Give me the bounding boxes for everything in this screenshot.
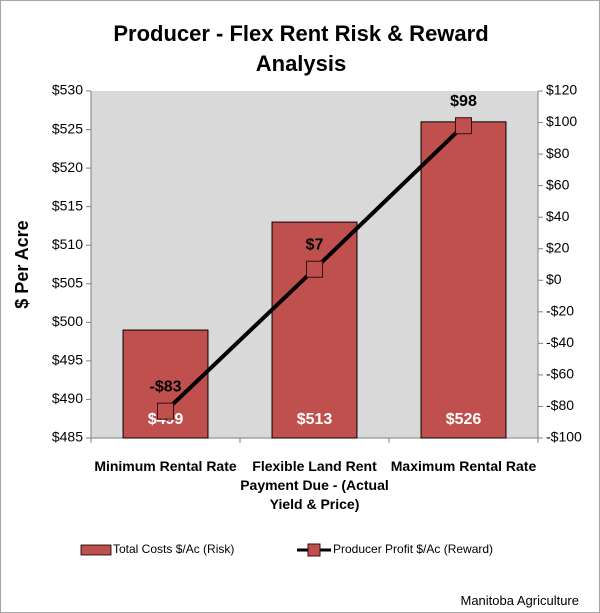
y-tick-label: $520 (52, 159, 83, 175)
bar-value-label: $513 (297, 411, 333, 428)
y2-tick-label: $0 (546, 271, 562, 287)
y2-tick-label: $100 (546, 113, 577, 129)
y-tick-label: $505 (52, 274, 83, 290)
y2-tick-label: $60 (546, 176, 570, 192)
line-marker (306, 260, 323, 278)
x-tick-label: Maximum Rental Rate (390, 458, 537, 474)
y2-tick-label: -$80 (546, 397, 574, 413)
y2-tick-label: -$20 (546, 303, 574, 319)
chart-title: Producer - Flex Rent Risk & Reward Analy… (113, 21, 489, 76)
line-marker (455, 117, 472, 135)
y-tick-label: $485 (52, 429, 83, 445)
legend-label: Total Costs $/Ac (Risk) (113, 542, 234, 556)
line-value-label: -$83 (149, 378, 181, 395)
bar-value-label: $499 (148, 411, 184, 428)
y-tick-label: $530 (52, 82, 83, 98)
line-marker (157, 402, 174, 420)
y-tick-label: $510 (52, 236, 83, 252)
y-tick-label: $500 (52, 313, 83, 329)
y-tick-label: $525 (52, 120, 83, 136)
y2-tick-label: $80 (546, 145, 570, 161)
line-value-label: $7 (306, 236, 324, 253)
y2-tick-label: -$100 (546, 429, 582, 445)
legend-swatch (307, 543, 321, 557)
y2-tick-label: -$60 (546, 366, 574, 382)
y-axis-label: $ Per Acre (12, 220, 32, 308)
bar (271, 221, 358, 439)
y-tick-label: $495 (52, 352, 83, 368)
legend-label: Producer Profit $/Ac (Reward) (333, 542, 493, 556)
x-tick-label: Flexible Land Rent Payment Due - (Actual… (240, 458, 389, 512)
x-tick-label: Minimum Rental Rate (94, 458, 237, 474)
source: Manitoba Agriculture (460, 593, 579, 608)
y-tick-label: $490 (52, 390, 83, 406)
y2-tick-label: $40 (546, 208, 570, 224)
bar-value-label: $526 (446, 411, 482, 428)
line-value-label: $98 (450, 93, 477, 110)
legend-swatch (80, 544, 112, 556)
y2-tick-label: $120 (546, 82, 577, 98)
y2-tick-label: -$40 (546, 334, 574, 350)
y2-tick-label: $20 (546, 239, 570, 255)
bar (420, 121, 507, 439)
y-tick-label: $515 (52, 197, 83, 213)
